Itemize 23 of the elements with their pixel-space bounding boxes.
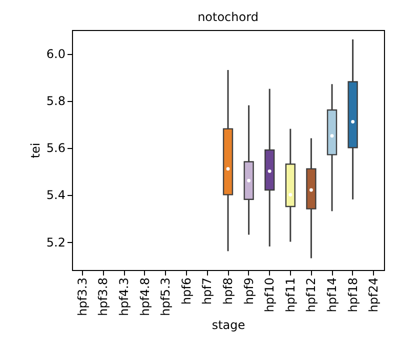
x-tick-label: hpf4.3: [117, 278, 131, 316]
x-tick-label: hpf18: [346, 278, 360, 312]
x-tick-label: hpf7: [200, 278, 214, 305]
x-tick-label: hpf5.3: [158, 278, 173, 316]
y-axis-title: tei: [28, 142, 42, 158]
chart-title: notochord: [198, 10, 258, 24]
y-tick-label: 5.4: [46, 188, 66, 202]
y-tick-label: 5.8: [46, 94, 66, 108]
x-tick-label: hpf4.8: [138, 278, 152, 316]
x-tick-label: hpf14: [325, 278, 339, 312]
x-tick-label: hpf8: [221, 278, 235, 305]
x-tick-label: hpf10: [262, 278, 277, 312]
y-tick-label: 5.6: [46, 141, 66, 156]
x-tick-label: hpf24: [366, 278, 381, 312]
x-tick-label: hpf12: [304, 278, 318, 312]
x-axis-title: stage: [212, 318, 246, 332]
y-tick-label: 5.2: [46, 235, 66, 250]
x-tick-label: hpf3.3: [75, 278, 90, 316]
x-tick-label: hpf9: [242, 278, 256, 305]
x-tick-label: hpf3.8: [96, 278, 110, 316]
y-tick-label: 6.0: [46, 47, 66, 62]
x-tick-label: hpf11: [283, 278, 298, 312]
x-tick-label: hpf6: [179, 278, 194, 305]
